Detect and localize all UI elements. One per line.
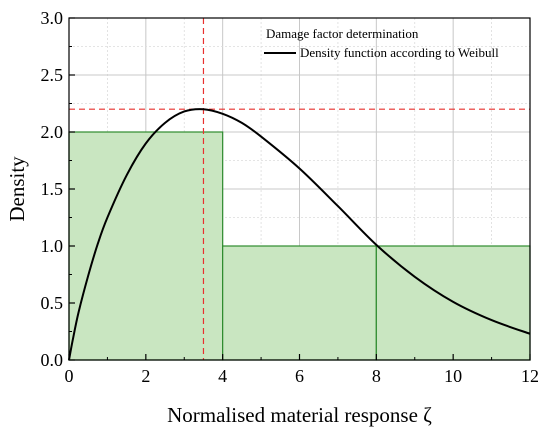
y-tick-label: 0.5 <box>41 293 64 313</box>
y-tick-label: 1.5 <box>41 179 64 199</box>
x-tick-label: 6 <box>295 366 304 386</box>
histogram-bar-0 <box>68 131 224 361</box>
x-tick-label: 2 <box>141 366 150 386</box>
y-tick-label: 2.0 <box>41 122 64 142</box>
legend: Damage factor determination Density func… <box>264 26 499 60</box>
weibull-curve-group <box>68 108 531 361</box>
reference-lines <box>69 18 530 360</box>
y-tick-label: 3.0 <box>41 8 64 28</box>
y-tick-label: 0.0 <box>41 350 64 370</box>
x-tick-label: 12 <box>521 366 539 386</box>
weibull-curve <box>68 108 531 361</box>
x-axis-label: Normalised material response ζ <box>167 403 432 427</box>
histogram-bars <box>68 131 531 361</box>
x-tick-label: 4 <box>218 366 227 386</box>
histogram-bar-1 <box>222 245 377 361</box>
y-axis-label: Density <box>5 156 29 222</box>
x-tick-label: 8 <box>372 366 381 386</box>
y-tick-label: 2.5 <box>41 65 64 85</box>
x-tick-label: 0 <box>65 366 74 386</box>
x-tick-label: 10 <box>444 366 462 386</box>
legend-label-damage-factor: Damage factor determination <box>266 26 419 41</box>
y-tick-label: 1.0 <box>41 236 64 256</box>
axis-ticks: 0 2 4 6 8 10 12 0.0 0.5 1.0 1.5 2.0 2.5 3.0 <box>41 8 540 386</box>
legend-label-weibull: Density function according to Weibull <box>300 45 499 60</box>
